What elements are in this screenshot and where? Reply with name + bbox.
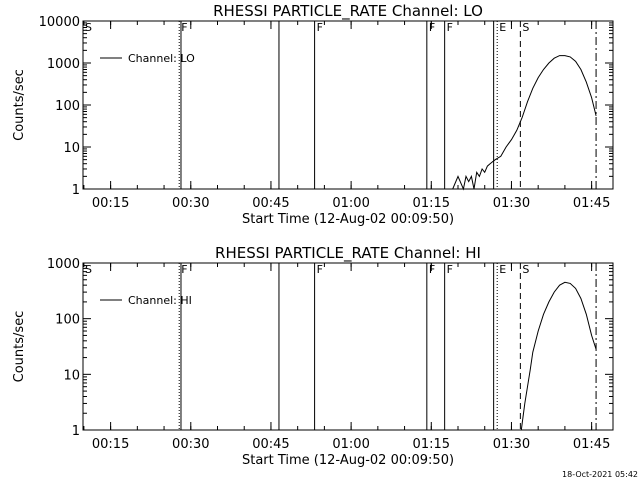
panel2-series-line	[520, 281, 597, 431]
panel2-x-tick-label: 01:30	[493, 437, 530, 452]
panel2-event-marker-label: F	[429, 263, 435, 276]
panel1-x-tick-label: 01:00	[332, 196, 369, 211]
panel2-event-marker-label: F	[447, 263, 453, 276]
panel2-event-marker-label: S	[85, 263, 92, 276]
panel1-y-tick-label: 10	[63, 141, 80, 156]
panel1-series-line	[452, 55, 597, 191]
panel1-x-tick-label: 01:15	[413, 196, 450, 211]
panel1-plot-frame	[82, 20, 614, 190]
panel1-y-axis-label: Counts/sec	[12, 69, 27, 141]
panel1-y-tick-label: 10000	[39, 15, 80, 30]
footer-timestamp: 18-Oct-2021 05:42	[562, 470, 638, 479]
panel1-y-tick-label: 1	[72, 183, 80, 198]
panel2-x-tick-label: 01:15	[413, 437, 450, 452]
panel2-plot-frame	[82, 262, 614, 431]
panel1-x-tick-label: 01:30	[493, 196, 530, 211]
panel2-x-tick-label: 00:15	[92, 437, 129, 452]
panel2-x-axis-label: Start Time (12-Aug-02 00:09:50)	[242, 453, 454, 468]
panel1-chart-title: RHESSI PARTICLE_RATE Channel: LO	[213, 2, 483, 21]
panel1-x-tick-label: 00:15	[92, 196, 129, 211]
panel2-x-tick-label: 00:45	[252, 437, 289, 452]
panel1-event-marker-label: F	[181, 21, 187, 34]
panel2-event-marker-label: F	[317, 263, 323, 276]
panel1-event-marker-label: F	[429, 21, 435, 34]
panel2-x-tick-label: 00:30	[172, 437, 209, 452]
panel1-x-tick-label: 01:45	[573, 196, 610, 211]
panel2-event-marker-label: E	[499, 263, 506, 276]
panel2-x-tick-label: 01:00	[332, 437, 369, 452]
panel2-legend-label: Channel: HI	[128, 294, 192, 307]
panel2-x-tick-label: 01:45	[573, 437, 610, 452]
panel1-x-tick-label: 00:45	[252, 196, 289, 211]
panel2-y-axis-label: Counts/sec	[12, 311, 27, 383]
panel1-event-marker-label: S	[522, 21, 529, 34]
panel1-legend-label: Channel: LO	[128, 52, 195, 65]
panel1-x-tick-label: 00:30	[172, 196, 209, 211]
panel2-chart-title: RHESSI PARTICLE_RATE Channel: HI	[215, 244, 481, 263]
panel1-event-marker-label: E	[499, 21, 506, 34]
panel1-event-marker-label: F	[447, 21, 453, 34]
panel2-y-tick-label: 1000	[47, 257, 80, 272]
panel1-event-marker-label: S	[85, 21, 92, 34]
panel1-y-tick-label: 100	[55, 99, 80, 114]
panel1-x-axis-label: Start Time (12-Aug-02 00:09:50)	[242, 212, 454, 227]
panel2-event-marker-label: S	[522, 263, 529, 276]
panel2-y-tick-label: 1	[72, 424, 80, 439]
panel2-y-tick-label: 100	[55, 313, 80, 328]
panel1-y-tick-label: 1000	[47, 57, 80, 72]
panel2-event-marker-label: F	[181, 263, 187, 276]
panel2-y-tick-label: 10	[63, 368, 80, 383]
panel1-event-marker-label: F	[317, 21, 323, 34]
